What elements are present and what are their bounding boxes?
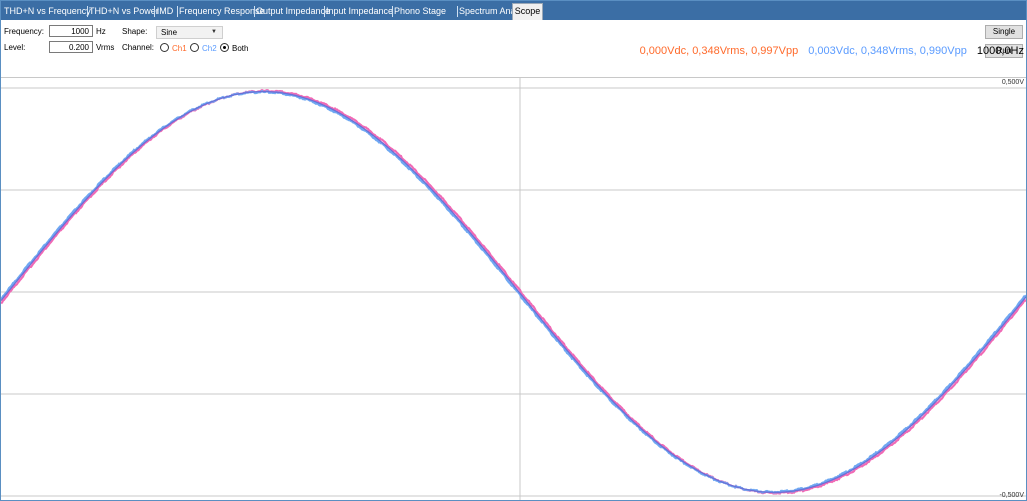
scope-grid [1, 78, 1026, 500]
tab-strip: THD+N vs Frequency THD+N vs Power IMD Fr… [1, 1, 1026, 20]
channel-ch2-label: Ch2 [202, 44, 217, 53]
tab-output-impedance[interactable]: Output Impedance [256, 6, 331, 16]
scope-display: 0,500V -0,500V [1, 77, 1026, 500]
channel-radio-ch2[interactable]: Ch2 [190, 43, 217, 53]
channel-both-label: Both [232, 44, 249, 53]
tab-separator [324, 6, 325, 17]
tab-separator [177, 6, 178, 17]
chevron-down-icon: ▼ [211, 29, 217, 35]
frequency-unit: Hz [96, 27, 106, 36]
bottom-scale-label: -0,500V [999, 492, 1024, 499]
ch2-readout: 0,003Vdc, 0,348Vrms, 0,990Vpp [808, 45, 967, 57]
frequency-label: Frequency: [4, 27, 45, 36]
tab-spectrum-analyzer[interactable]: Spectrum Analyzer [459, 6, 535, 16]
measurement-readout: 0,000Vdc, 0,348Vrms, 0,997Vpp 0,003Vdc, … [633, 45, 1024, 57]
tab-phono-stage[interactable]: Phono Stage [394, 6, 447, 16]
tab-separator [254, 6, 255, 17]
radio-circle-icon [190, 43, 199, 52]
channel-radio-ch1[interactable]: Ch1 [160, 43, 187, 53]
level-unit: Vrms [96, 43, 115, 52]
control-panel: Frequency: Hz Level: Vrms Shape: Sine ▼ … [1, 20, 1026, 65]
level-input[interactable] [49, 41, 93, 53]
top-scale-label: 0,500V [1001, 79, 1024, 86]
channel-ch1-label: Ch1 [172, 44, 187, 53]
shape-dropdown-value: Sine [161, 28, 178, 37]
level-label: Level: [4, 43, 26, 52]
tab-input-impedance[interactable]: Input Impedance [326, 6, 394, 16]
tab-separator [87, 6, 88, 17]
single-button[interactable]: Single [985, 25, 1023, 39]
tab-imd[interactable]: IMD [156, 6, 174, 16]
tab-separator [457, 6, 458, 17]
shape-dropdown[interactable]: Sine ▼ [156, 26, 223, 39]
shape-label: Shape: [122, 27, 148, 36]
tab-frequency-response[interactable]: Frequency Response [179, 6, 265, 16]
trace-ch2 [1, 89, 1026, 494]
tab-separator [392, 6, 393, 17]
frequency-input[interactable] [49, 25, 93, 37]
frequency-readout: 1000,0Hz [976, 45, 1024, 57]
channel-label: Channel: [122, 43, 155, 52]
tab-thd-n-vs-power[interactable]: THD+N vs Power [89, 6, 159, 16]
trace-overlap [1, 90, 1026, 494]
radio-checked-icon [220, 43, 229, 52]
tab-thd-n-vs-frequency[interactable]: THD+N vs Frequency [4, 6, 91, 16]
tab-scope[interactable]: Scope [512, 3, 543, 20]
scope-plot [1, 78, 1026, 500]
radio-circle-icon [160, 43, 169, 52]
tab-separator [154, 6, 155, 17]
ch1-readout: 0,000Vdc, 0,348Vrms, 0,997Vpp [639, 45, 799, 57]
run-button[interactable]: Run [985, 44, 1023, 58]
channel-radio-both[interactable]: Both [220, 43, 248, 53]
